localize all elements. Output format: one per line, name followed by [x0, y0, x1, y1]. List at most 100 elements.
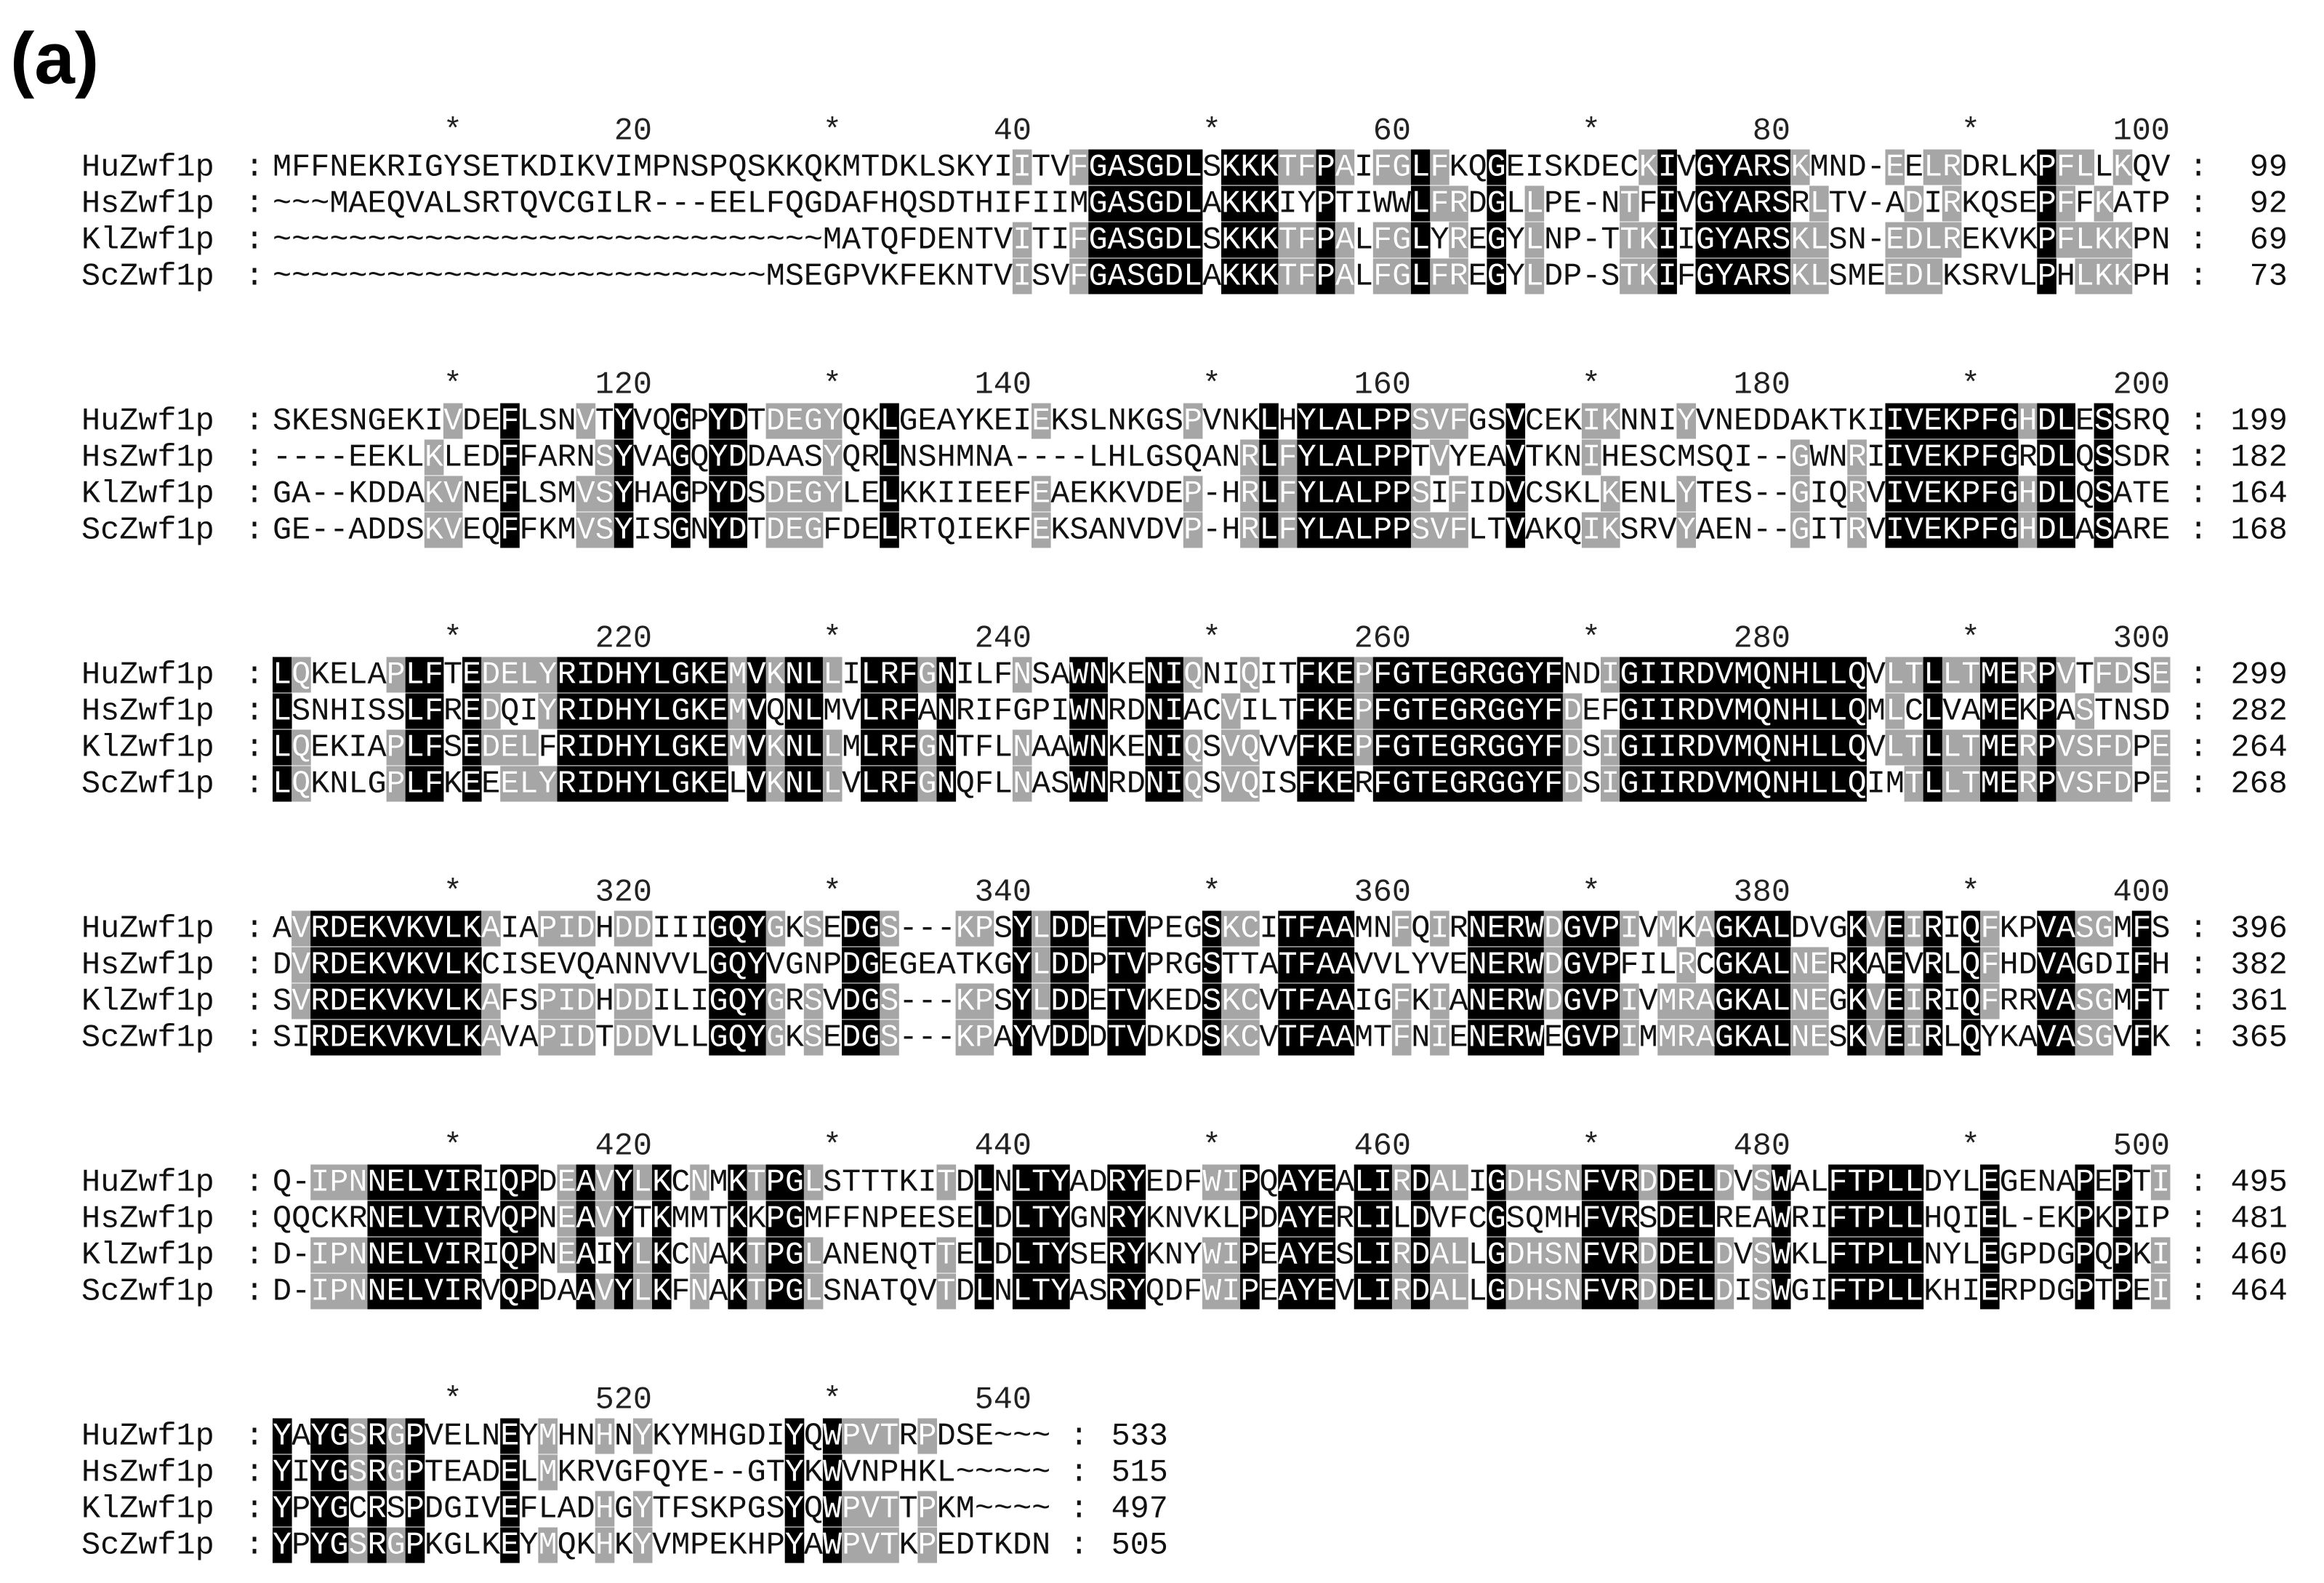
ruler-label: 20: [614, 113, 652, 149]
sequence-name: KlZwf1p: [81, 1491, 214, 1527]
ruler-label: *: [1961, 113, 1980, 149]
separator: :: [245, 1165, 264, 1201]
conservation-shade: [1335, 222, 1355, 258]
ruler-label: 480: [1734, 1129, 1790, 1164]
conservation-shade: [1012, 258, 1032, 294]
sequence-name: ScZwf1p: [81, 259, 214, 294]
ruler-label: *: [1961, 1129, 1980, 1164]
conservation-shade: [728, 512, 747, 548]
ruler-label: 300: [2113, 621, 2170, 657]
separator: :: [245, 1528, 264, 1563]
ruler-label: 340: [975, 875, 1032, 910]
conservation-shade: [1278, 222, 1298, 258]
separator: :: [245, 259, 264, 294]
separator: :: [2189, 911, 2208, 947]
separator: :: [245, 657, 264, 693]
conservation-shade: [1487, 258, 1506, 294]
conservation-shade: [2075, 149, 2095, 185]
conservation-shade: [614, 476, 634, 512]
conservation-shade: [2075, 258, 2095, 294]
conservation-shade: [709, 439, 728, 476]
conservation-shade: [1657, 149, 1677, 185]
conservation-shade: [1221, 222, 1241, 258]
conservation-shade: [1221, 149, 1241, 185]
conservation-shade: [1942, 185, 1962, 222]
separator: :: [2189, 1274, 2208, 1310]
ruler-label: 400: [2113, 875, 2170, 910]
conservation-shade: [1088, 222, 1108, 258]
conservation-shade: [1316, 258, 1336, 294]
conservation-shade: [803, 403, 824, 439]
conservation-shade: [1657, 222, 1677, 258]
ruler-label: *: [823, 1129, 842, 1164]
conservation-shade: [1088, 258, 1108, 294]
separator: :: [245, 1274, 264, 1310]
conservation-shade: [2037, 258, 2056, 294]
conservation-shade: [1524, 185, 1545, 222]
conservation-shade: [1487, 149, 1506, 185]
conservation-shade: [1297, 222, 1316, 258]
conservation-shade: [1297, 258, 1316, 294]
conservation-shade: [1411, 149, 1431, 185]
conservation-shade: [500, 403, 520, 439]
conservation-shade: [1259, 149, 1279, 185]
conservation-shade: [1145, 258, 1165, 294]
conservation-shade: [1942, 149, 1962, 185]
conservation-shade: [1885, 258, 1905, 294]
ruler-label: 460: [1354, 1129, 1411, 1164]
conservation-shade: [1752, 258, 1772, 294]
conservation-shade: [1069, 222, 1089, 258]
conservation-shade: [1657, 185, 1677, 222]
conservation-shade: [1335, 258, 1355, 294]
conservation-shade: [1752, 149, 1772, 185]
conservation-shade: [424, 439, 444, 476]
sequence-highlight: Q-IPNNELVIRIQPDEAVYLKCNMKTPGLSTTTKITDLNL…: [273, 1165, 2170, 1201]
conservation-shade: [1183, 185, 1203, 222]
conservation-shade: [1430, 258, 1450, 294]
conservation-shade: [1183, 258, 1203, 294]
conservation-shade: [500, 512, 520, 548]
conservation-shade: [1809, 222, 1829, 258]
ruler-label: 200: [2113, 367, 2170, 403]
end-position: 481: [2230, 1201, 2287, 1237]
separator: :: [245, 911, 264, 947]
conservation-shade: [2056, 149, 2075, 185]
end-position: 464: [2230, 1274, 2287, 1310]
ruler-label: 40: [994, 113, 1032, 149]
conservation-shade: [1411, 222, 1431, 258]
separator: :: [245, 1020, 264, 1056]
conservation-shade: [1695, 222, 1716, 258]
conservation-shade: [1430, 149, 1450, 185]
conservation-shade: [1752, 222, 1772, 258]
panel-label: (a): [10, 17, 99, 99]
ruler-label: 220: [595, 621, 652, 657]
ruler-label: 260: [1354, 621, 1411, 657]
separator: :: [2189, 730, 2208, 766]
conservation-shade: [1126, 258, 1146, 294]
ruler-label: *: [823, 113, 842, 149]
end-position: 396: [2230, 911, 2287, 947]
ruler-label: *: [1202, 1129, 1221, 1164]
conservation-shade: [1639, 258, 1658, 294]
conservation-shade: [1733, 149, 1753, 185]
ruler-label: *: [823, 875, 842, 910]
ruler-label: 140: [975, 367, 1032, 403]
conservation-shade: [1620, 258, 1639, 294]
end-position: 365: [2230, 1020, 2287, 1056]
conservation-shade: [1278, 258, 1298, 294]
separator: :: [245, 404, 264, 439]
ruler-label: 160: [1354, 367, 1411, 403]
ruler-label: *: [443, 367, 462, 403]
sequence-name: HuZwf1p: [81, 150, 214, 185]
conservation-shade: [784, 476, 805, 512]
conservation-shade: [1449, 185, 1468, 222]
conservation-shade: [1733, 258, 1753, 294]
conservation-shade: [595, 512, 615, 548]
sequence-highlight: LQEKIAPLFSEDELFRIDHYLGKEMVKNLLMLRFGNTFLN…: [273, 730, 2170, 766]
conservation-shade: [595, 439, 615, 476]
end-position: 382: [2230, 947, 2287, 983]
conservation-shade: [1012, 149, 1032, 185]
ruler-label: *: [1961, 875, 1980, 910]
conservation-shade: [728, 476, 747, 512]
separator: :: [2189, 404, 2208, 439]
